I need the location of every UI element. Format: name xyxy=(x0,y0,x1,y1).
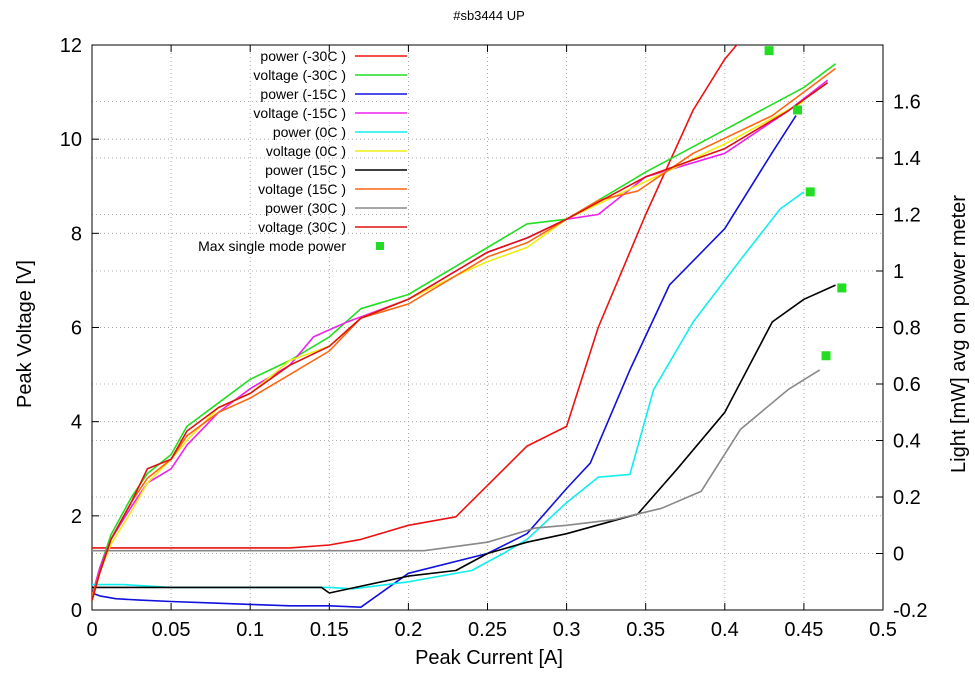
series-line-voltage-15c xyxy=(92,67,836,597)
y2-tick-label: 1.6 xyxy=(893,92,921,114)
x-tick-label: 0.2 xyxy=(394,619,422,641)
legend-label: power (-30C ) xyxy=(260,48,346,64)
y-tick-label: 2 xyxy=(71,506,82,528)
y2-axis-label: Light [mW] avg on power meter xyxy=(948,195,970,473)
x-tick-label: 0.05 xyxy=(152,619,191,641)
series-line-voltage-15c xyxy=(92,79,829,597)
legend-label: power (-15C ) xyxy=(260,86,346,102)
y-tick-label: 8 xyxy=(71,223,82,245)
x-tick-label: 0.1 xyxy=(236,619,264,641)
series-line-power-30c xyxy=(92,45,738,549)
y-tick-label: 0 xyxy=(71,600,82,622)
y2-tick-label: 0.6 xyxy=(893,374,921,396)
series-line-power-30c xyxy=(92,369,821,552)
legend-label: voltage (-15C ) xyxy=(253,105,346,121)
y-tick-label: 10 xyxy=(60,129,82,151)
series-line-voltage-30c xyxy=(92,63,836,597)
y-tick-label: 4 xyxy=(71,412,82,434)
data-point-max-single-mode-power xyxy=(837,283,847,293)
data-point-max-single-mode-power xyxy=(764,46,774,56)
data-point-max-single-mode-power xyxy=(821,351,831,361)
legend: power (-30C ) voltage (-30C ) power (-15C … xyxy=(198,48,407,254)
y-tick-label: 12 xyxy=(60,35,82,57)
x-tick-label: 0.3 xyxy=(553,619,581,641)
legend-marker xyxy=(376,242,384,250)
y2-tick-label: -0.2 xyxy=(893,600,927,622)
x-tick-label: 0 xyxy=(86,619,97,641)
ticks: 0 0.05 0.1 0.15 0.2 0.25 0.3 0.35 0.4 0.45 0.5 0 2 4 6… xyxy=(60,35,928,641)
y-tick-label: 6 xyxy=(71,318,82,340)
y2-tick-label: 0.4 xyxy=(893,431,921,453)
legend-label: Max single mode power xyxy=(198,238,346,254)
legend-label: power (15C ) xyxy=(265,162,346,178)
x-tick-label: 0.35 xyxy=(626,619,665,641)
y2-tick-label: 1.4 xyxy=(893,148,921,170)
y2-tick-label: 0.8 xyxy=(893,318,921,340)
x-tick-label: 0.45 xyxy=(784,619,823,641)
data-point-max-single-mode-power xyxy=(793,105,803,115)
y2-tick-label: 1 xyxy=(893,261,904,283)
x-tick-label: 0.25 xyxy=(468,619,507,641)
x-axis-label: Peak Current [A] xyxy=(415,647,563,669)
chart-title: #sb3444 UP xyxy=(453,8,525,23)
legend-label: voltage (-30C ) xyxy=(253,67,346,83)
x-tick-label: 0.15 xyxy=(310,619,349,641)
series-line-power-15c xyxy=(92,284,836,594)
series-line-voltage-30c xyxy=(92,82,829,601)
legend-label: voltage (15C ) xyxy=(258,181,346,197)
y-axis-label: Peak Voltage [V] xyxy=(14,260,36,408)
x-tick-label: 0.5 xyxy=(869,619,897,641)
y2-tick-label: 0.2 xyxy=(893,487,921,509)
series-line-power-15c xyxy=(92,115,797,609)
legend-label: voltage (0C ) xyxy=(266,143,346,159)
legend-label: voltage (30C ) xyxy=(258,219,346,235)
legend-label: power (0C ) xyxy=(273,124,346,140)
legend-label: power (30C ) xyxy=(265,200,346,216)
data-point-max-single-mode-power xyxy=(805,187,815,197)
y2-tick-label: 1.2 xyxy=(893,205,921,227)
x-tick-label: 0.4 xyxy=(711,619,739,641)
series-layer xyxy=(92,45,847,609)
y2-tick-label: 0 xyxy=(893,544,904,566)
